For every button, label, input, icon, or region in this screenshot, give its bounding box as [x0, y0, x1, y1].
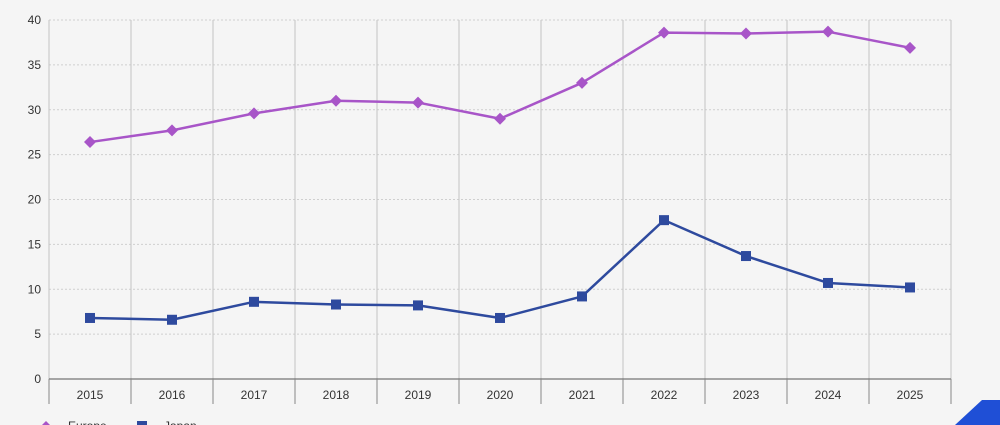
- y-tick-label: 30: [28, 103, 42, 117]
- y-tick-label: 15: [28, 237, 42, 251]
- x-tick-label: 2025: [897, 388, 924, 402]
- x-tick-label: 2018: [323, 388, 350, 402]
- legend: Europe Japan: [42, 419, 197, 425]
- y-tick-label: 10: [28, 282, 42, 296]
- y-tick-label: 20: [28, 193, 42, 207]
- x-tick-label: 2019: [405, 388, 432, 402]
- x-tick-label: 2016: [159, 388, 186, 402]
- legend-marker-japan: [137, 421, 147, 425]
- data-point-europe: [904, 41, 916, 54]
- data-point-europe: [822, 25, 834, 38]
- data-point-japan: [659, 215, 669, 226]
- data-point-europe: [248, 107, 260, 120]
- data-point-japan: [249, 296, 259, 307]
- grid: [48, 19, 952, 379]
- data-point-japan: [905, 282, 915, 293]
- x-tick-label: 2017: [241, 388, 268, 402]
- data-point-europe: [84, 136, 96, 149]
- legend-marker-europe: [42, 421, 50, 425]
- data-point-europe: [576, 76, 588, 89]
- x-tick-label: 2015: [77, 388, 104, 402]
- legend-label-europe: Europe: [68, 419, 107, 425]
- data-point-japan: [823, 277, 833, 288]
- y-tick-label: 40: [28, 13, 42, 27]
- data-point-japan: [495, 312, 505, 323]
- data-point-europe: [740, 27, 752, 40]
- y-tick-label: 5: [34, 327, 41, 341]
- x-tick-label: 2023: [733, 388, 760, 402]
- data-point-europe: [166, 124, 178, 137]
- data-point-japan: [577, 291, 587, 302]
- data-point-japan: [741, 251, 751, 262]
- y-tick-label: 0: [34, 372, 41, 386]
- data-point-japan: [85, 312, 95, 323]
- data-point-europe: [658, 26, 670, 39]
- x-tick-label: 2020: [487, 388, 514, 402]
- series-layer: [84, 25, 916, 325]
- x-tick-label: 2022: [651, 388, 678, 402]
- legend-label-japan: Japan: [164, 419, 197, 425]
- data-point-europe: [330, 94, 342, 107]
- data-point-japan: [167, 314, 177, 325]
- data-point-japan: [331, 299, 341, 310]
- brand-corner-mark: [955, 400, 1000, 425]
- data-point-europe: [412, 96, 424, 109]
- data-point-europe: [494, 112, 506, 125]
- x-tick-label: 2024: [815, 388, 842, 402]
- y-tick-label: 25: [28, 148, 42, 162]
- data-point-japan: [413, 300, 423, 311]
- x-tick-label: 2021: [569, 388, 596, 402]
- y-tick-label: 35: [28, 58, 42, 72]
